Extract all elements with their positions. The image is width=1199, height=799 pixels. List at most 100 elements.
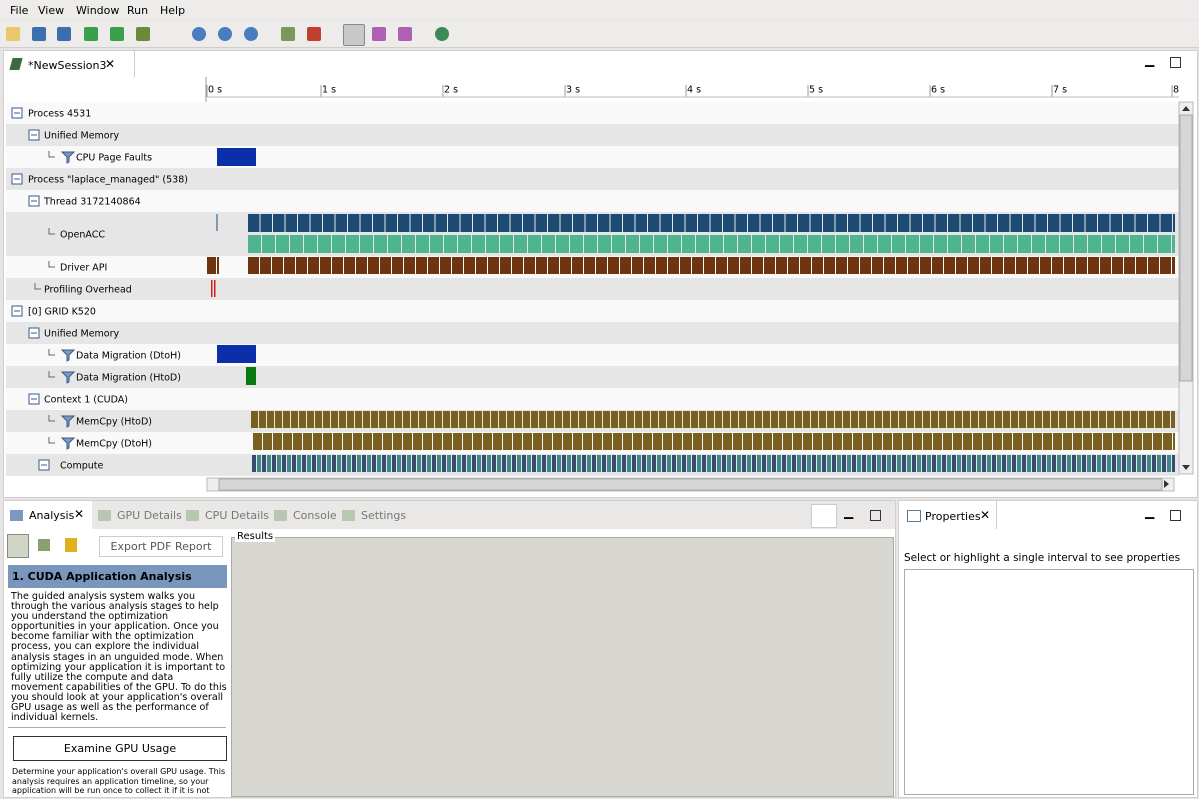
memcpy-htod-interval (643, 411, 650, 428)
memcpy-htod-interval (555, 411, 562, 428)
openacc-interval (1010, 214, 1022, 232)
bottom-tab[interactable]: Analysis (29, 509, 75, 522)
maximize-button[interactable] (870, 510, 881, 521)
session-tab[interactable]: *NewSession3 ✕ (4, 51, 135, 77)
memcpy-htod-interval (747, 411, 754, 428)
openacc-interval (822, 235, 835, 253)
memcpy-htod-interval (547, 411, 554, 428)
analysis-view: Analysis ✕ GPU Details CPU Details Console Se… (3, 500, 896, 798)
driver-api-interval (596, 257, 607, 274)
new-session-icon[interactable] (6, 27, 20, 41)
compute-interval (262, 455, 266, 472)
close-tab[interactable]: ✕ (980, 508, 991, 522)
compute-interval (1067, 455, 1071, 472)
close-tab[interactable]: ✕ (105, 57, 116, 71)
bottom-tab[interactable]: Console (293, 509, 337, 522)
openacc-interval (724, 235, 737, 253)
menu-item[interactable]: Window (76, 4, 120, 17)
driver-api-interval (884, 257, 895, 274)
openacc-interval (1102, 235, 1115, 253)
properties-tab[interactable]: Properties ✕ (899, 501, 997, 529)
openacc-interval (1123, 214, 1135, 232)
compute-interval (487, 455, 491, 472)
compute-interval (342, 455, 346, 472)
up-button[interactable] (65, 538, 77, 552)
compute-interval (472, 455, 476, 472)
maximize-button[interactable] (1170, 57, 1181, 68)
bottom-tab[interactable]: Settings (361, 509, 407, 522)
driver-api-interval (812, 257, 823, 274)
compute-interval (652, 455, 656, 472)
row-label: MemCpy (HtoD) (76, 417, 152, 428)
export-pdf-button[interactable]: Export PDF Report (99, 536, 223, 557)
memcpy-htod-interval (315, 411, 322, 428)
menu-item[interactable]: Run (127, 4, 149, 17)
process-mode-icon[interactable] (398, 27, 412, 41)
compute-interval (1047, 455, 1051, 472)
menu-item[interactable]: File (10, 4, 29, 17)
clear-filter-icon[interactable] (307, 27, 321, 41)
compute-interval (1147, 455, 1151, 472)
save-as-icon[interactable] (57, 27, 71, 41)
settings-icon[interactable] (136, 27, 150, 41)
memcpy-htod-interval (259, 411, 266, 428)
driver-api-interval (1040, 257, 1051, 274)
results-pane (231, 537, 894, 797)
scroll-thumb[interactable] (1179, 114, 1193, 382)
memcpy-dtoh-interval (443, 433, 452, 450)
stream-mode-icon[interactable] (372, 27, 386, 41)
filter-icon[interactable] (60, 151, 76, 164)
memcpy-dtoh-interval (383, 433, 392, 450)
filter-icon[interactable] (281, 27, 295, 41)
compute-interval (592, 455, 596, 472)
memcpy-dtoh-interval (1173, 433, 1175, 450)
compute-interval (877, 455, 881, 472)
minimize-button[interactable]: ▁ (844, 505, 854, 519)
filter-icon[interactable] (60, 437, 76, 450)
menu-item[interactable]: Help (160, 4, 186, 17)
dependency-icon[interactable] (435, 27, 449, 41)
save-icon[interactable] (32, 27, 46, 41)
close-tab[interactable]: ✕ (74, 507, 85, 521)
compute-interval (382, 455, 386, 472)
memcpy-htod-interval (915, 411, 922, 428)
run-icon[interactable] (110, 27, 124, 41)
openacc-interval (660, 214, 672, 232)
driver-api-interval (1136, 257, 1147, 274)
menu-item[interactable]: View (38, 4, 65, 17)
examine-gpu-usage-button[interactable]: Examine GPU Usage (13, 736, 227, 761)
unguided-mode-button[interactable] (38, 539, 50, 551)
bottom-tab[interactable]: GPU Details (117, 509, 182, 522)
compute-interval (937, 455, 941, 472)
compute-interval (822, 455, 826, 472)
scroll-thumb[interactable] (218, 478, 1163, 491)
filter-icon[interactable] (60, 371, 76, 384)
import-icon[interactable] (84, 27, 98, 41)
filter-icon[interactable] (60, 349, 76, 362)
minimize-button[interactable]: ▁ (1145, 505, 1155, 519)
bottom-tab[interactable]: CPU Details (205, 509, 269, 522)
compute-interval (917, 455, 921, 472)
filter-icon[interactable] (60, 415, 76, 428)
tree-connector (48, 437, 55, 444)
memcpy-htod-interval (379, 411, 386, 428)
view-menu[interactable] (811, 504, 837, 528)
tree-connector (48, 371, 55, 378)
memcpy-dtoh-interval (1093, 433, 1102, 450)
compute-interval (837, 455, 841, 472)
zoom-out-icon[interactable] (218, 27, 232, 41)
zoom-in-icon[interactable] (192, 27, 206, 41)
compute-interval (847, 455, 851, 472)
openacc-interval (673, 214, 685, 232)
guided-mode-button[interactable] (7, 534, 29, 558)
maximize-button[interactable] (1170, 510, 1181, 521)
compute-interval (1082, 455, 1086, 472)
zoom-fit-icon[interactable] (244, 27, 258, 41)
openacc-interval (752, 235, 765, 253)
kernel-mode-icon[interactable] (343, 24, 365, 46)
memcpy-dtoh-interval (373, 433, 382, 450)
openacc-interval (360, 235, 373, 253)
minimize-button[interactable]: ▁ (1145, 53, 1155, 67)
driver-api-interval (440, 257, 451, 274)
memcpy-htod-interval (811, 411, 818, 428)
